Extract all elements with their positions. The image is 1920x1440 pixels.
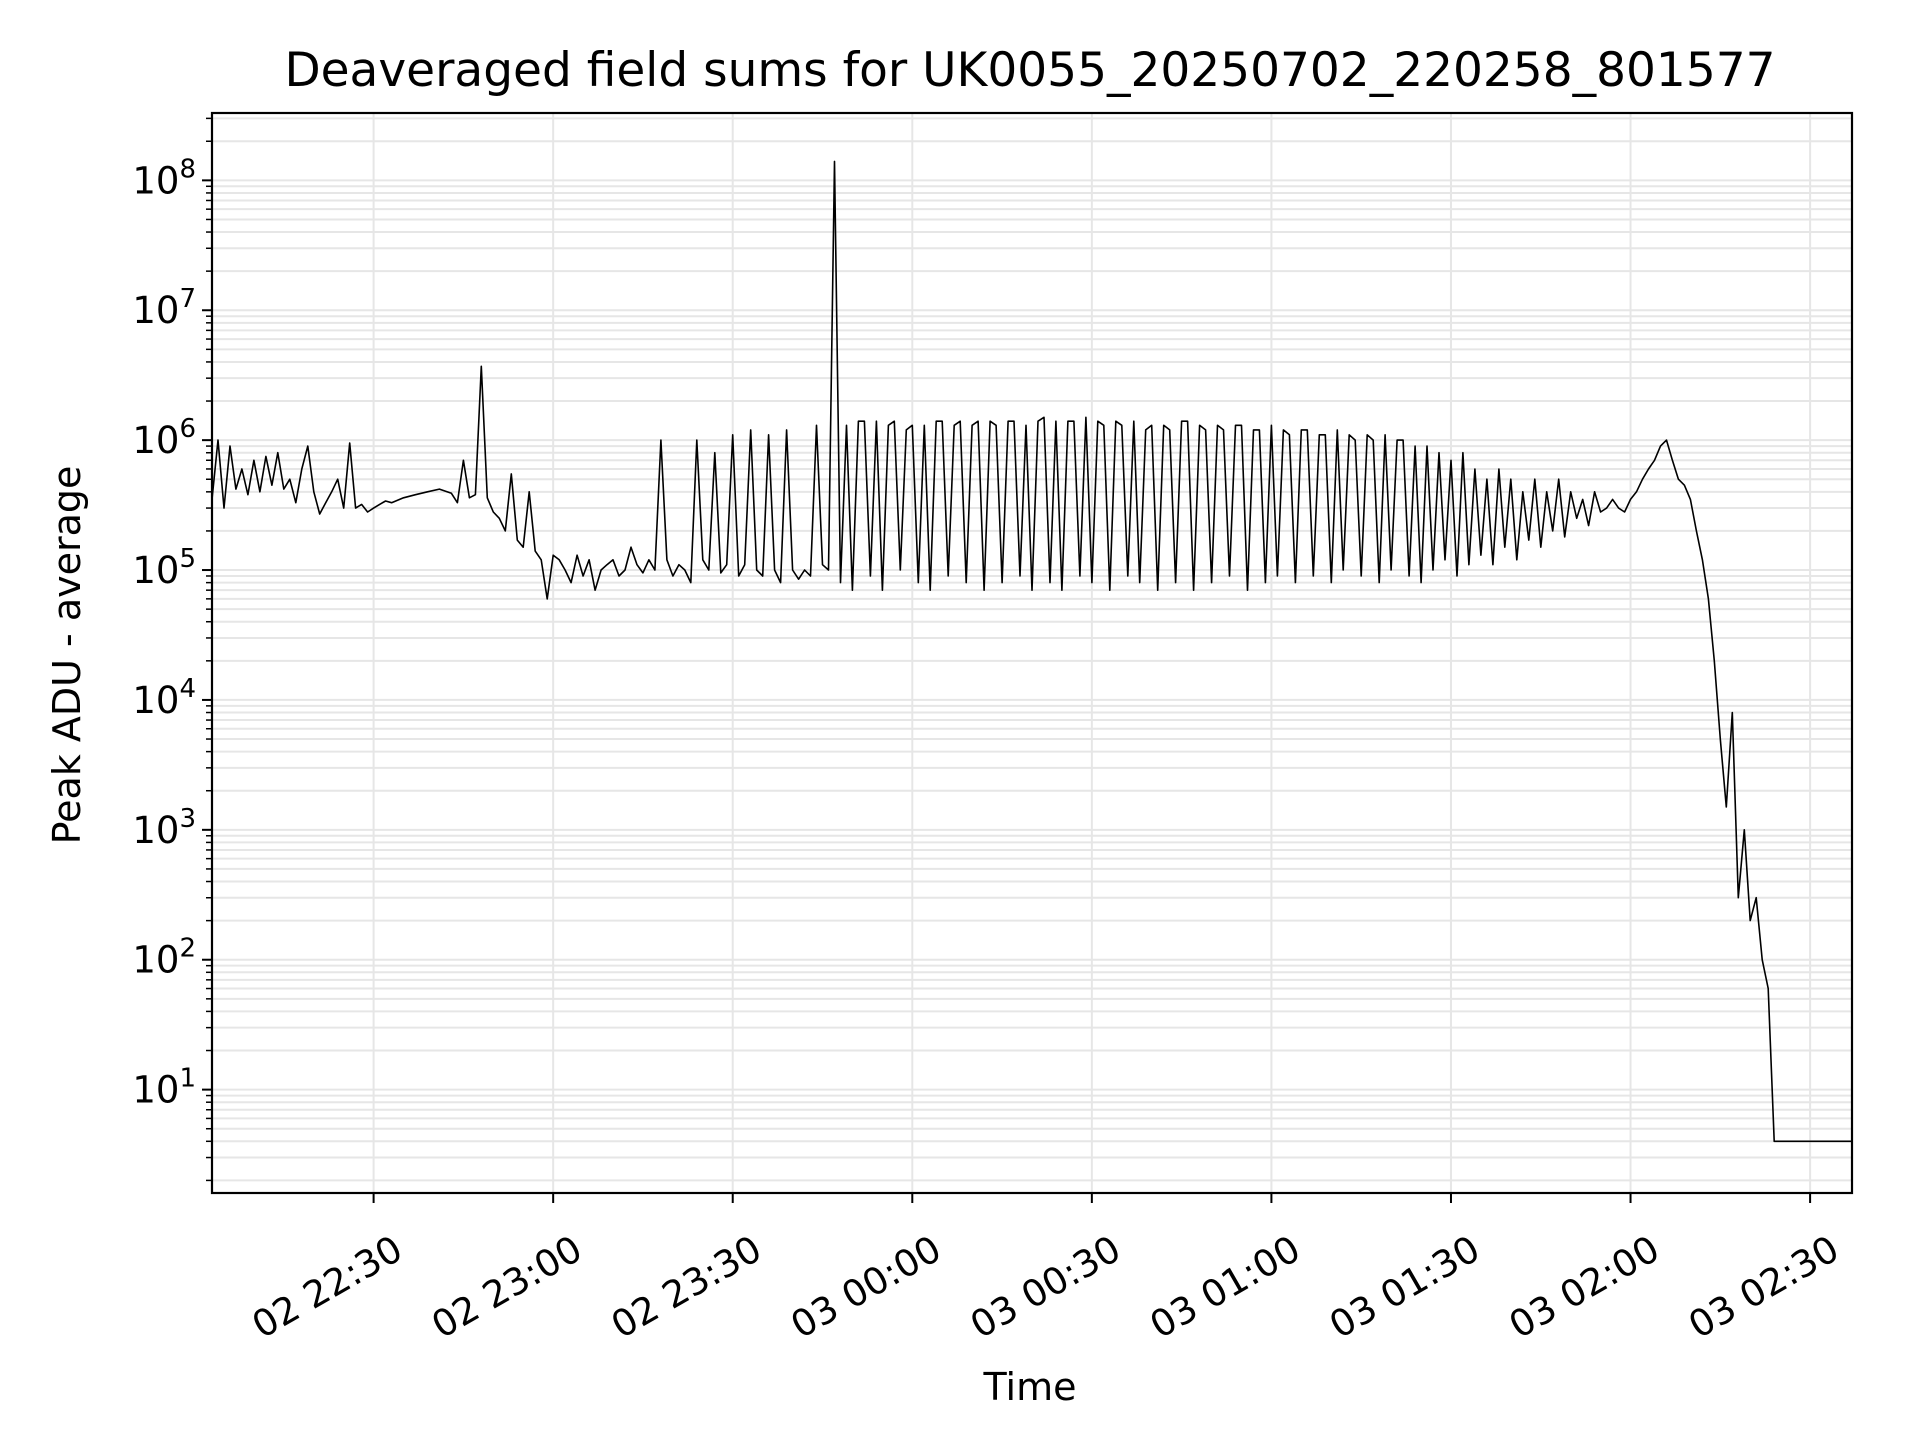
x-tick-label: 03 01:30: [1322, 1227, 1487, 1347]
y-tick-label: 105: [132, 544, 196, 592]
grid-lines: [212, 113, 1852, 1193]
x-tick-label: 03 00:00: [784, 1227, 949, 1347]
x-axis: 02 22:30 02 23:00 02 23:30 03 00:00 03 00:30…: [245, 1193, 1846, 1347]
y-tick-label: 103: [132, 804, 196, 852]
x-tick-label: 03 02:30: [1681, 1227, 1846, 1347]
x-tick-label: 02 22:30: [245, 1227, 410, 1347]
y-axis: 101 102 103 104 105 106 107 108: [132, 117, 212, 1182]
x-axis-label: Time: [983, 1365, 1077, 1409]
y-axis-label: Peak ADU - average: [45, 466, 89, 845]
y-tick-label: 107: [132, 284, 196, 332]
chart-title: Deaveraged field sums for UK0055_2025070…: [284, 43, 1775, 98]
x-tick-label: 02 23:00: [424, 1227, 589, 1347]
x-tick-label: 03 02:00: [1502, 1227, 1667, 1347]
y-tick-label: 102: [132, 934, 196, 982]
series-line: [211, 160, 1852, 1143]
plot-frame: [210, 111, 1854, 1195]
x-tick-label: 03 01:00: [1143, 1227, 1308, 1347]
y-tick-label: 101: [132, 1064, 196, 1112]
y-tick-label: 104: [132, 674, 196, 722]
y-tick-label: 108: [132, 154, 196, 202]
y-tick-label: 106: [132, 414, 196, 462]
series-layer: [211, 160, 1852, 1143]
x-tick-label: 02 23:30: [604, 1227, 769, 1347]
x-tick-label: 03 00:30: [963, 1227, 1128, 1347]
